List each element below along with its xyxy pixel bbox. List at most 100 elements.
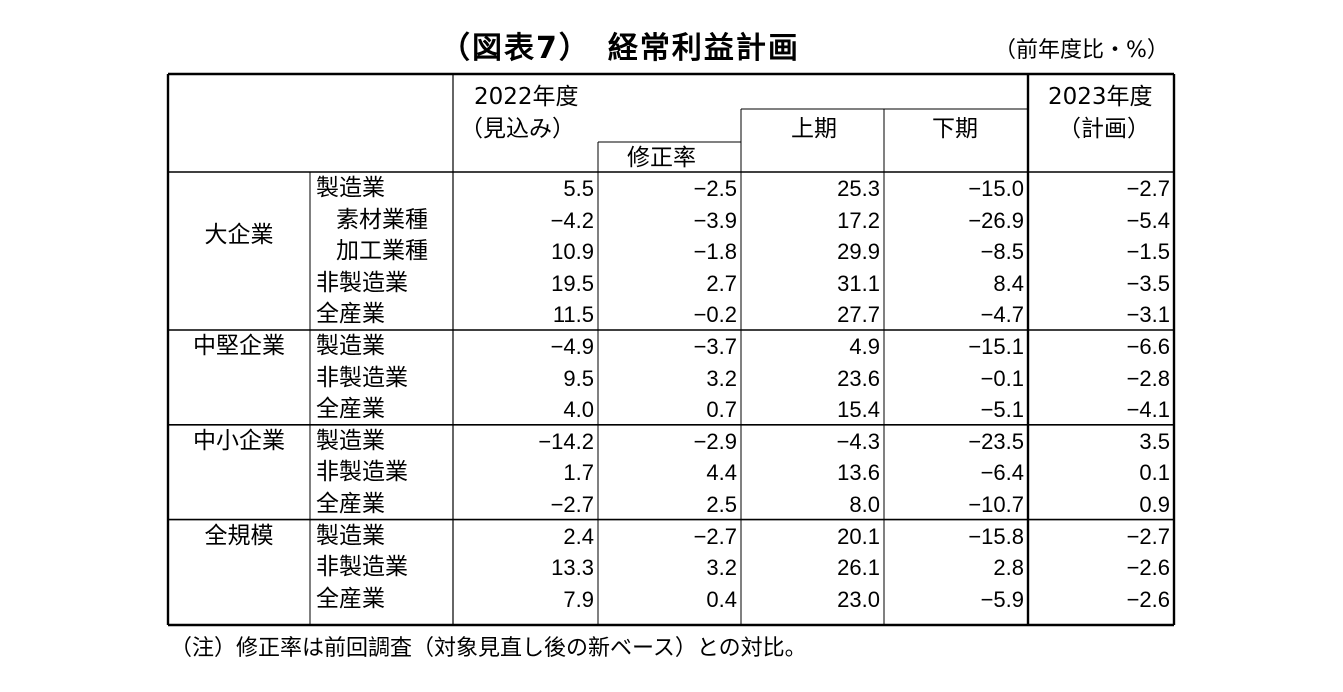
table-cell-value: 25.3 xyxy=(837,176,880,201)
group-label: 中小企業 xyxy=(193,427,285,454)
row-label: 素材業種 xyxy=(336,206,428,233)
table-cell-value: −2.7 xyxy=(550,492,594,517)
row-label: 非製造業 xyxy=(316,364,408,391)
table-cell-value: 7.9 xyxy=(563,586,594,612)
table-cell-value: −5.1 xyxy=(980,397,1024,423)
table-cell-value: −3.1 xyxy=(1126,302,1170,328)
row-label: 全産業 xyxy=(316,585,385,612)
footnote: （注）修正率は前回調査（対象見直し後の新ベース）との対比。 xyxy=(170,636,807,661)
table-cell-value: 26.1 xyxy=(837,555,880,581)
row-label: 全産業 xyxy=(316,301,385,328)
table-cell-value: −4.1 xyxy=(1126,397,1170,423)
row-label: 製造業 xyxy=(316,333,385,359)
table-cell-value: 23.6 xyxy=(837,365,880,391)
table-cell-value: −5.9 xyxy=(980,586,1024,612)
row-label: 製造業 xyxy=(316,175,385,201)
table-cell-value: −2.9 xyxy=(693,428,737,454)
table-cell-value: 2.5 xyxy=(706,492,737,517)
table-cell-value: −2.8 xyxy=(1126,365,1170,391)
table-cell-value: 4.9 xyxy=(849,334,880,359)
table-cell-value: 23.0 xyxy=(837,586,880,612)
row-label: 非製造業 xyxy=(316,459,408,486)
table-cell-value: 9.5 xyxy=(563,365,594,391)
table-cell-value: −23.5 xyxy=(968,428,1024,454)
header-revision-rate: 修正率 xyxy=(627,145,696,171)
row-label: 加工業種 xyxy=(336,238,428,265)
table-cell-value: 0.1 xyxy=(1139,460,1170,486)
table-cell-value: −15.0 xyxy=(968,176,1024,201)
row-label: 非製造業 xyxy=(316,269,408,296)
table-cell-value: −1.8 xyxy=(693,239,737,265)
table-cell-value: −2.7 xyxy=(1126,176,1170,201)
table-cell-value: −1.5 xyxy=(1126,239,1170,265)
row-label: 全産業 xyxy=(316,491,385,517)
table-cell-value: −8.5 xyxy=(980,239,1024,265)
table-cell-value: 15.4 xyxy=(837,397,880,423)
table-cell-value: −3.5 xyxy=(1126,270,1170,296)
table-cell-value: 11.5 xyxy=(552,302,594,328)
table-cell-value: 8.4 xyxy=(993,270,1024,296)
table-cell-value: −26.9 xyxy=(968,207,1024,233)
table-cell-value: 10.9 xyxy=(551,239,594,265)
group-label: 大企業 xyxy=(204,222,274,249)
table-cell-value: 0.9 xyxy=(1139,492,1170,517)
table-cell-value: 0.4 xyxy=(706,586,737,612)
table-cell-value: −3.9 xyxy=(693,207,737,233)
table-cell-value: 3.5 xyxy=(1139,428,1170,454)
table-cell-value: −6.4 xyxy=(980,460,1024,486)
table-cell-value: −2.6 xyxy=(1126,586,1170,612)
table-cell-value: 5.5 xyxy=(563,176,594,201)
header-first-half: 上期 xyxy=(791,116,837,142)
table-cell-value: 1.7 xyxy=(563,460,594,486)
table-cell-value: 2.8 xyxy=(993,555,1024,581)
table-cell-value: 2.4 xyxy=(563,523,594,549)
group-label: 中堅企業 xyxy=(193,333,285,359)
table-cell-value: −4.9 xyxy=(550,334,594,359)
table-cell-value: 0.7 xyxy=(706,397,737,423)
table-cell-value: 8.0 xyxy=(849,492,880,517)
row-label: 製造業 xyxy=(316,522,385,549)
table-cell-value: 13.3 xyxy=(551,555,594,581)
table-cell-value: −4.7 xyxy=(980,302,1024,328)
header-fy2022-estimate: （見込み） xyxy=(460,116,575,142)
table-cell-value: −5.4 xyxy=(1126,207,1170,233)
table-cell-value: −0.1 xyxy=(980,365,1024,391)
table-cell-value: −4.3 xyxy=(836,428,880,454)
table-cell-value: −15.8 xyxy=(968,523,1024,549)
table-cell-value: 27.7 xyxy=(837,302,880,328)
table-cell-value: −2.7 xyxy=(1126,523,1170,549)
table-cell-value: 4.4 xyxy=(706,460,737,486)
table-cell-value: 4.0 xyxy=(563,397,594,423)
unit-label: （前年度比・%） xyxy=(994,38,1169,63)
table-cell-value: 3.2 xyxy=(706,365,737,391)
row-label: 製造業 xyxy=(316,427,385,454)
table-cell-value: −6.6 xyxy=(1126,334,1170,359)
row-label: 非製造業 xyxy=(316,554,408,581)
table-cell-value: −14.2 xyxy=(538,428,594,454)
table-cell-value: −0.2 xyxy=(693,302,737,328)
table-cell-value: −3.7 xyxy=(693,334,737,359)
row-label: 全産業 xyxy=(316,396,385,423)
table-cell-value: 2.7 xyxy=(706,270,737,296)
header-second-half: 下期 xyxy=(932,116,978,142)
table-cell-value: −2.6 xyxy=(1126,555,1170,581)
table-cell-value: 13.6 xyxy=(837,460,880,486)
group-label: 全規模 xyxy=(204,522,274,549)
table-cell-value: 3.2 xyxy=(706,555,737,581)
table-cell-value: 17.2 xyxy=(837,207,880,233)
header-fy2023-plan: （計画） xyxy=(1058,116,1150,142)
table-cell-value: −10.7 xyxy=(968,492,1024,517)
table-cell-value: −2.5 xyxy=(693,176,737,201)
table-cell-value: 19.5 xyxy=(551,270,594,296)
table-cell-value: −2.7 xyxy=(693,523,737,549)
table-cell-value: −4.2 xyxy=(550,207,594,233)
page-title: （図表7） 経常利益計画 xyxy=(440,31,800,66)
header-fy2023: 2023年度 xyxy=(1048,84,1153,110)
table-cell-value: 31.1 xyxy=(837,270,880,296)
header-fy2022: 2022年度 xyxy=(474,84,579,110)
table-cell-value: 29.9 xyxy=(837,239,880,265)
table-cell-value: 20.1 xyxy=(837,523,880,549)
table-cell-value: −15.1 xyxy=(968,334,1024,359)
